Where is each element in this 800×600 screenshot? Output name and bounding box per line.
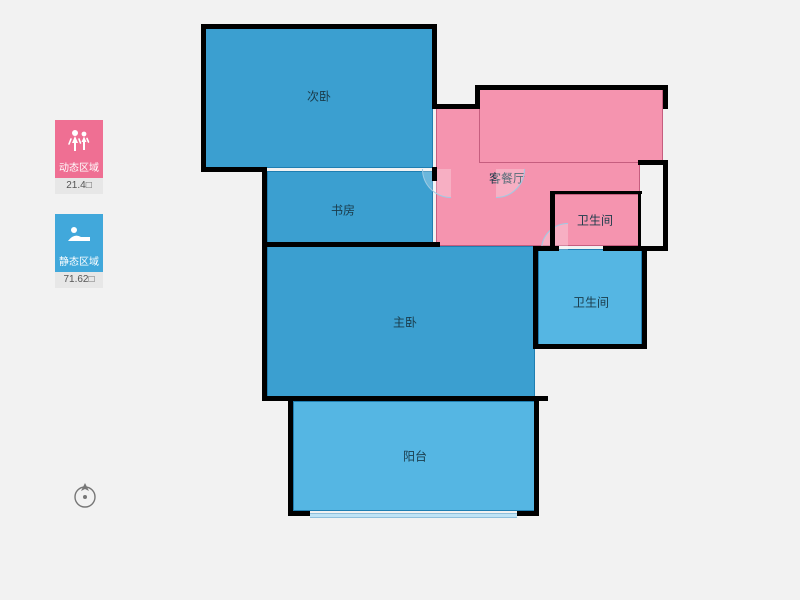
room-label-bathroom_2: 卫生间 <box>573 294 609 311</box>
compass-icon <box>70 480 100 510</box>
resting-icon <box>55 214 103 254</box>
wall-1 <box>201 24 206 172</box>
floor-plan: 次卧书房客餐厅卫生间主卧卫生间阳台 <box>195 18 725 583</box>
room-label-second_bedroom: 次卧 <box>307 88 331 105</box>
wall-18 <box>432 104 480 109</box>
people-icon <box>55 120 103 160</box>
wall-23 <box>533 246 559 251</box>
legend-static: 静态区域 71.62□ <box>55 214 103 288</box>
wall-26 <box>550 191 642 194</box>
wall-6 <box>288 511 310 516</box>
legend-dynamic-value: 21.4□ <box>55 178 103 194</box>
wall-0 <box>201 24 437 29</box>
room-label-balcony: 阳台 <box>403 448 427 465</box>
wall-25 <box>550 191 555 249</box>
wall-2 <box>201 167 267 172</box>
wall-20 <box>432 167 437 181</box>
room-label-bathroom_1: 卫生间 <box>577 212 613 229</box>
room-living_upper <box>479 89 663 163</box>
legend-dynamic: 动态区域 21.4□ <box>55 120 103 194</box>
stage: 动态区域 21.4□ 静态区域 71.62□ 次卧书房客餐厅卫生间主卧卫生间阳台 <box>0 0 800 600</box>
legend: 动态区域 21.4□ 静态区域 71.62□ <box>55 120 115 308</box>
room-label-study: 书房 <box>331 202 355 219</box>
room-label-master_bedroom: 主卧 <box>393 314 417 331</box>
balcony-rail <box>310 513 517 518</box>
wall-28 <box>262 396 538 401</box>
wall-13 <box>663 160 668 251</box>
wall-10 <box>534 344 647 349</box>
wall-8 <box>534 396 539 516</box>
wall-21 <box>262 242 440 247</box>
wall-22 <box>533 246 538 349</box>
wall-3 <box>262 167 267 401</box>
wall-5 <box>288 396 293 516</box>
legend-dynamic-label: 动态区域 <box>55 160 103 178</box>
wall-27 <box>638 191 641 249</box>
wall-14 <box>638 160 668 165</box>
wall-11 <box>642 246 647 349</box>
wall-16 <box>475 85 668 90</box>
wall-19 <box>432 24 437 109</box>
legend-static-label: 静态区域 <box>55 254 103 272</box>
legend-static-value: 71.62□ <box>55 272 103 288</box>
